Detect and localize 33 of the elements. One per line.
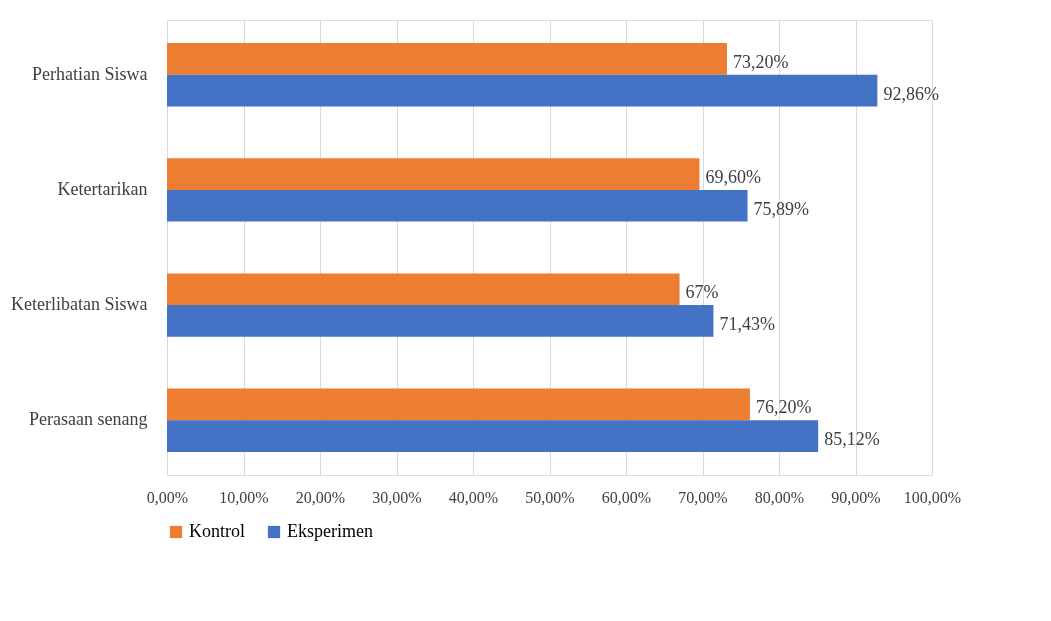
y-tick-label: Ketertarikan: [57, 178, 148, 199]
y-tick-label: Keterlibatan Siswa: [11, 294, 148, 315]
legend-label: Eksperimen: [287, 521, 373, 541]
data-label: 76,20%: [755, 397, 812, 418]
y-tick-label: Perasaan senang: [29, 409, 148, 430]
data-label: 75,89%: [753, 198, 810, 219]
x-tick-label: 40,00%: [448, 488, 499, 506]
x-tick-label: 70,00%: [678, 488, 728, 506]
data-label: 92,86%: [883, 83, 939, 104]
data-label: 67%: [685, 282, 719, 303]
x-tick-label: 50,00%: [525, 488, 575, 506]
x-tick-label: 80,00%: [754, 488, 805, 506]
bar: [167, 158, 700, 190]
bar: [167, 273, 680, 306]
data-label: 69,60%: [705, 167, 761, 188]
data-label: 71,43%: [719, 313, 775, 334]
bar: [167, 305, 714, 337]
x-tick-label: 100,00%: [903, 488, 962, 506]
bar: [167, 74, 878, 107]
data-label: 85,12%: [824, 429, 880, 450]
x-tick-label: 0,00%: [146, 488, 189, 506]
x-tick-label: 30,00%: [372, 488, 422, 506]
legend-label: Kontrol: [189, 521, 245, 541]
x-tick-label: 60,00%: [601, 488, 652, 506]
x-tick-label: 10,00%: [219, 488, 269, 506]
x-tick-label: 90,00%: [831, 488, 881, 506]
data-label: 73,20%: [732, 51, 789, 72]
bar: [167, 189, 748, 222]
x-tick-label: 20,00%: [295, 488, 346, 506]
bar: [167, 388, 750, 421]
bar: [167, 420, 819, 452]
y-tick-label: Perhatian Siswa: [32, 63, 148, 84]
bar: [167, 43, 727, 75]
